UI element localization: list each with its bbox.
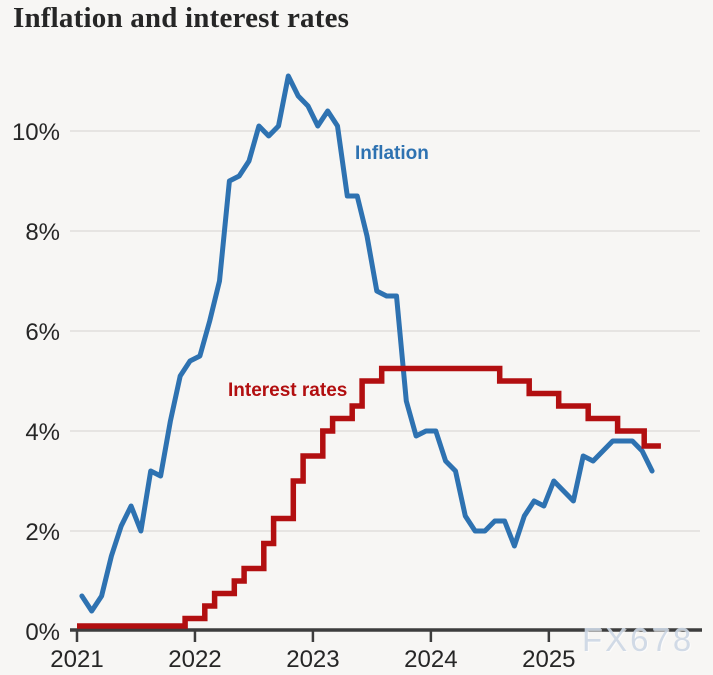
x-axis-tick-label: 2022: [168, 646, 221, 673]
inflation-line: [79, 73, 655, 614]
watermark: FX678: [582, 621, 695, 658]
inflation-series-label: Inflation: [355, 143, 429, 164]
y-axis-tick-label: 10%: [12, 119, 60, 146]
interest-rates-line: [77, 365, 661, 629]
y-axis-tick-label: 2%: [25, 519, 60, 546]
interest-rates-series-label: Interest rates: [228, 380, 348, 401]
x-axis-tick-label: 2025: [522, 646, 575, 673]
chart-title: Inflation and interest rates: [13, 2, 350, 34]
y-axis-tick-label: 6%: [25, 319, 60, 346]
y-axis-tick-label: 4%: [25, 419, 60, 446]
x-axis-tick-label: 2023: [286, 646, 339, 673]
y-axis-tick-label: 0%: [25, 619, 60, 646]
x-axis-tick-label: 2024: [404, 646, 457, 673]
y-axis-tick-label: 8%: [25, 219, 60, 246]
x-axis-tick-label: 2021: [50, 646, 103, 673]
